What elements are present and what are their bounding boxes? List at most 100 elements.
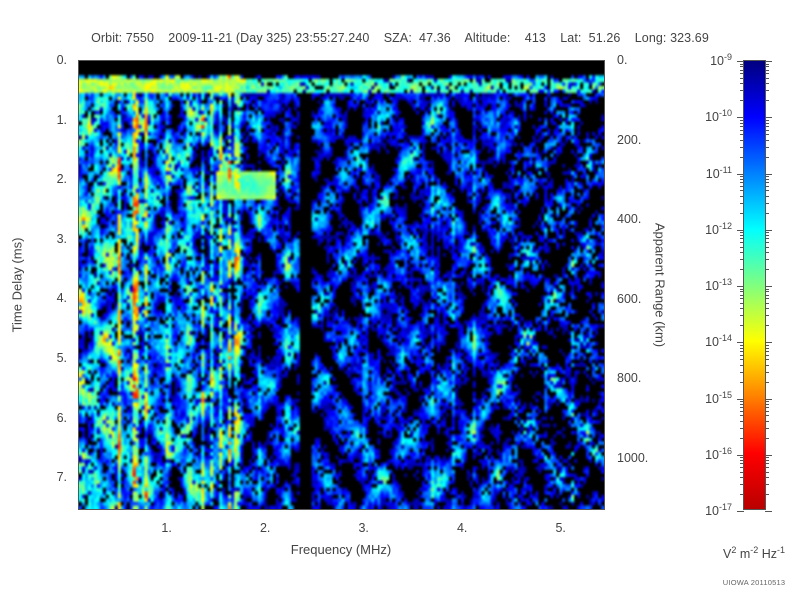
colorbar-minor-tick	[765, 460, 769, 462]
colorbar-minor-tick	[740, 129, 744, 131]
colorbar-minor-tick	[740, 427, 744, 429]
y-axis-minor-tick	[78, 198, 79, 199]
colorbar-units-label: V2 m-2 Hz-1	[722, 545, 786, 562]
colorbar-minor-tick	[740, 83, 744, 85]
right-y-axis-tick-label: 800.	[617, 371, 642, 386]
colorbar-minor-tick	[765, 252, 769, 254]
colorbar-minor-tick	[740, 125, 744, 127]
colorbar-major-tick	[765, 61, 772, 62]
colorbar-minor-tick	[740, 185, 744, 187]
colorbar-minor-tick	[740, 235, 744, 237]
colorbar-major-tick	[737, 117, 744, 119]
colorbar-minor-tick	[740, 119, 744, 121]
y-axis-minor-tick	[78, 252, 79, 253]
right-y-axis-major-tick	[604, 300, 605, 301]
colorbar-minor-tick	[740, 291, 744, 293]
colorbar-minor-tick	[765, 182, 769, 184]
y-axis-minor-tick	[78, 407, 79, 408]
colorbar-minor-tick	[740, 246, 744, 248]
colorbar-minor-tick	[765, 407, 769, 409]
colorbar-minor-tick	[765, 232, 769, 234]
y-axis-minor-tick	[78, 133, 79, 134]
y-axis-minor-tick	[78, 425, 79, 426]
colorbar-minor-tick	[740, 401, 744, 403]
colorbar-major-tick	[737, 511, 744, 512]
colorbar-tick-label: 10-9	[710, 51, 732, 69]
colorbar-major-tick	[765, 286, 772, 287]
colorbar-minor-tick	[765, 371, 769, 373]
colorbar-minor-tick	[765, 178, 769, 180]
page-header: Orbit: 7550 2009-11-21 (Day 325) 23:55:2…	[91, 31, 709, 45]
colorbar-minor-tick	[740, 176, 744, 178]
colorbar-minor-tick	[765, 401, 769, 403]
right-y-axis-minor-tick	[604, 101, 605, 102]
colorbar-tick-label: 10-17	[705, 501, 732, 519]
colorbar-major-tick	[765, 511, 772, 512]
colorbar-major-tick	[765, 454, 772, 456]
colorbar-minor-tick	[740, 298, 744, 300]
y-axis-minor-tick	[78, 377, 79, 378]
right-y-axis-tick-label: 1000.	[617, 450, 649, 465]
colorbar-minor-tick	[765, 437, 769, 439]
colorbar-tick-label: 10-13	[705, 276, 732, 294]
colorbar-minor-tick	[740, 294, 744, 296]
colorbar-minor-tick	[765, 146, 769, 148]
x-axis-tick-label: 5.	[555, 521, 566, 535]
colorbar-major-tick	[737, 173, 744, 175]
y-axis-major-tick	[78, 478, 79, 479]
colorbar-minor-tick	[740, 354, 744, 356]
colorbar-minor-tick	[765, 291, 769, 293]
y-axis-minor-tick	[78, 85, 79, 86]
colorbar-minor-tick	[740, 347, 744, 349]
credit-text: UIOWA 20110513	[722, 578, 786, 587]
colorbar-tick-label: 10-14	[705, 333, 732, 350]
y-axis-tick-label: 7.	[56, 470, 67, 485]
y-axis-tick-label: 0.	[56, 53, 67, 67]
colorbar-minor-tick	[765, 119, 769, 121]
y-axis-minor-tick	[78, 127, 79, 128]
colorbar-minor-tick	[740, 212, 744, 214]
colorbar-minor-tick	[765, 415, 769, 417]
colorbar-minor-tick	[740, 63, 744, 65]
colorbar-minor-tick	[740, 252, 744, 254]
x-axis-tick-label: 4.	[456, 521, 468, 535]
colorbar-minor-tick	[765, 410, 769, 412]
y-axis-minor-tick	[78, 97, 79, 98]
colorbar-minor-tick	[765, 298, 769, 300]
colorbar-minor-tick	[740, 238, 744, 240]
colorbar-major-tick	[737, 342, 744, 344]
colorbar-minor-tick	[740, 139, 744, 141]
y-axis-minor-tick	[78, 246, 79, 247]
right-y-axis-minor-tick	[604, 419, 605, 420]
colorbar-tick-label: 10-16	[705, 445, 732, 462]
colorbar-minor-tick	[740, 325, 744, 327]
colorbar-minor-tick	[765, 294, 769, 296]
y-axis-tick-label: 6.	[56, 410, 67, 425]
colorbar-minor-tick	[740, 90, 744, 92]
colorbar-minor-tick	[740, 146, 744, 148]
colorbar-minor-tick	[740, 457, 744, 459]
colorbar-minor-tick	[740, 73, 744, 75]
right-y-axis-tick-label: 400.	[617, 212, 642, 226]
colorbar-minor-tick	[740, 269, 744, 271]
colorbar-minor-tick	[740, 494, 744, 496]
y-axis-minor-tick	[78, 91, 79, 92]
y-axis-minor-tick	[78, 162, 79, 163]
colorbar-minor-tick	[765, 427, 769, 429]
y-axis-minor-tick	[78, 442, 79, 443]
colorbar-minor-tick	[765, 463, 769, 465]
colorbar-minor-tick	[765, 494, 769, 496]
colorbar-minor-tick	[765, 122, 769, 124]
y-axis-minor-tick	[78, 103, 79, 104]
colorbar-minor-tick	[765, 350, 769, 352]
colorbar-minor-tick	[740, 359, 744, 361]
colorbar-minor-tick	[740, 100, 744, 102]
y-axis-major-tick	[78, 419, 79, 420]
colorbar-minor-tick	[765, 259, 769, 261]
colorbar-minor-tick	[765, 185, 769, 187]
y-axis-minor-tick	[78, 353, 79, 354]
colorbar-minor-tick	[740, 371, 744, 373]
colorbar-minor-tick	[740, 315, 744, 317]
y-axis-major-tick	[78, 240, 79, 241]
colorbar-minor-tick	[740, 122, 744, 124]
